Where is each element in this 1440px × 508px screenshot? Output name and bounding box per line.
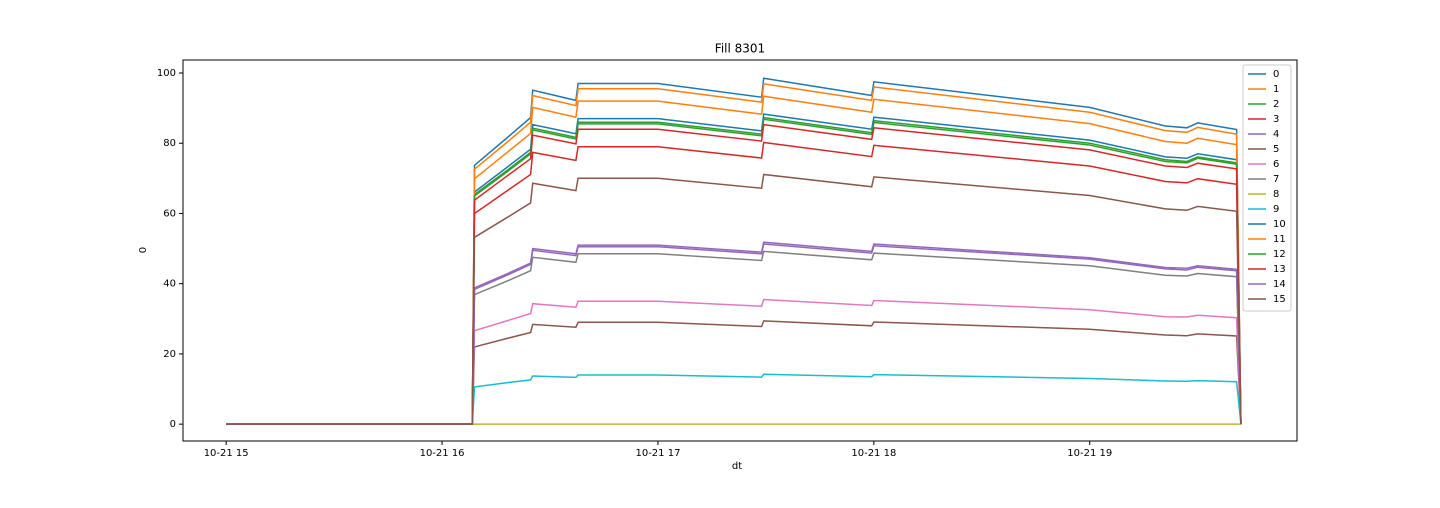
legend-label: 15 [1273, 294, 1286, 305]
series-line [226, 141, 1242, 425]
legend-label: 5 [1273, 144, 1279, 155]
legend-label: 12 [1273, 249, 1286, 260]
x-tick-label: 10-21 15 [204, 448, 249, 459]
x-tick-label: 10-21 17 [635, 448, 680, 459]
legend-label: 0 [1273, 69, 1279, 80]
series-line [226, 250, 1242, 425]
x-tick-label: 10-21 16 [420, 448, 465, 459]
legend-label: 2 [1273, 99, 1279, 110]
legend-label: 9 [1273, 204, 1279, 215]
chart-title: Fill 8301 [715, 42, 765, 56]
series-line [226, 173, 1242, 425]
legend-box [1242, 64, 1292, 312]
plot-frame [182, 59, 1298, 442]
legend-label: 8 [1273, 189, 1279, 200]
y-tick-label: 100 [157, 68, 176, 79]
legend-label: 6 [1273, 159, 1279, 170]
y-tick-label: 60 [163, 208, 176, 219]
series-line [226, 243, 1242, 425]
legend-label: 4 [1273, 129, 1279, 140]
legend-label: 14 [1273, 279, 1286, 290]
series-line [226, 373, 1242, 425]
x-tick-label: 10-21 18 [851, 448, 896, 459]
series-line [226, 298, 1242, 425]
legend-label: 13 [1273, 264, 1286, 275]
legend-label: 11 [1273, 234, 1286, 245]
x-axis-label: dt [732, 461, 742, 472]
y-tick-label: 20 [163, 349, 176, 360]
series-line [226, 95, 1242, 425]
y-tick-label: 0 [170, 419, 176, 430]
y-tick-label: 80 [163, 138, 176, 149]
y-axis-label: 0 [138, 247, 149, 253]
legend-label: 3 [1273, 114, 1279, 125]
series-line [226, 123, 1242, 425]
series-line [226, 320, 1242, 425]
legend-label: 7 [1273, 174, 1279, 185]
series-line [226, 83, 1242, 425]
y-tick-label: 40 [163, 279, 176, 290]
legend-label: 1 [1273, 84, 1279, 95]
x-tick-label: 10-21 19 [1067, 448, 1112, 459]
legend-label: 10 [1273, 219, 1286, 230]
